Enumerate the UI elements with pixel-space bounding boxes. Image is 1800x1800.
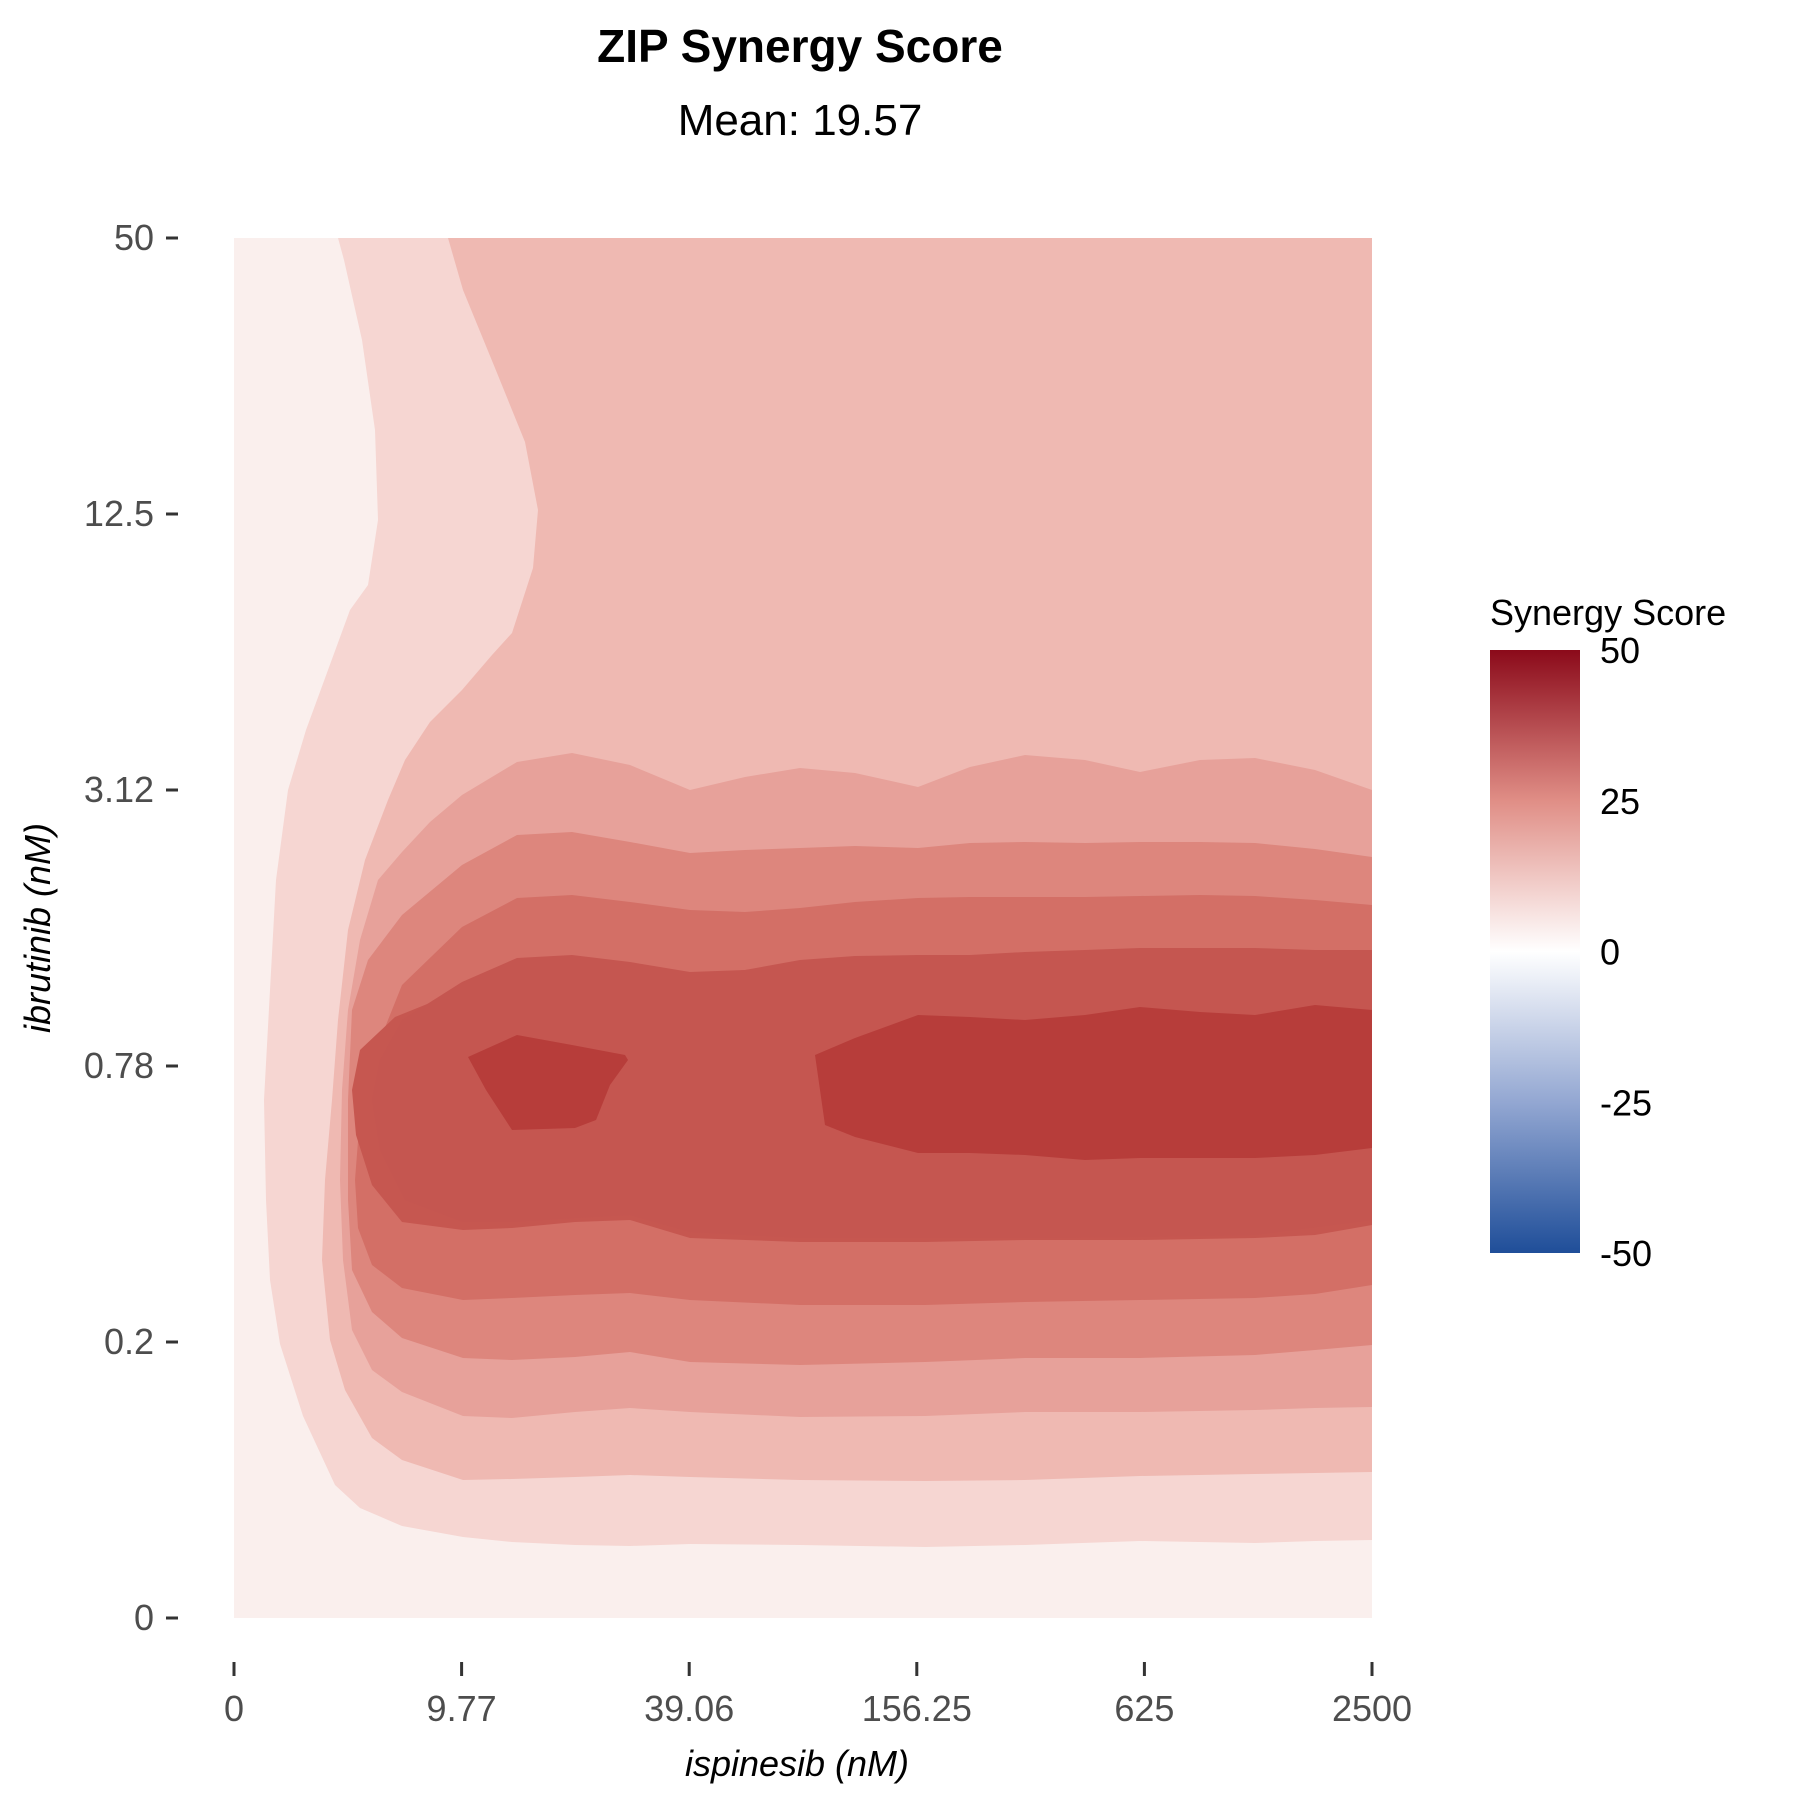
legend: Synergy Score 50 25 0 -25 -50: [1490, 592, 1726, 1274]
y-tick-label: 0: [134, 1597, 154, 1638]
y-axis-title: ibrutinib (nM): [17, 823, 58, 1033]
contour-plot-area: [234, 238, 1372, 1618]
legend-label: -50: [1600, 1233, 1652, 1274]
x-tick-label: 625: [1114, 1688, 1174, 1729]
y-tick-label: 0.78: [84, 1045, 154, 1086]
y-tick-label: 12.5: [84, 493, 154, 534]
legend-label: 50: [1600, 630, 1640, 671]
contour-band-40-45-left: [468, 1035, 628, 1130]
legend-color-bar: [1490, 650, 1580, 1253]
legend-label: 0: [1600, 932, 1620, 973]
chart-title: ZIP Synergy Score: [597, 20, 1003, 72]
y-axis: 0 0.2 0.78 3.12 12.5 50: [84, 217, 178, 1638]
y-tick-label: 3.12: [84, 769, 154, 810]
legend-title: Synergy Score: [1490, 592, 1726, 633]
x-axis: 0 9.77 39.06 156.25 625 2500: [224, 1662, 1412, 1729]
x-tick-label: 2500: [1332, 1688, 1412, 1729]
x-tick-label: 156.25: [862, 1688, 972, 1729]
y-tick-label: 0.2: [104, 1321, 154, 1362]
contour-band-40-45-right: [815, 1005, 1372, 1160]
x-tick-label: 39.06: [644, 1688, 734, 1729]
y-tick-label: 50: [114, 217, 154, 258]
chart-subtitle: Mean: 19.57: [678, 96, 923, 145]
legend-labels: 50 25 0 -25 -50: [1600, 630, 1652, 1274]
x-axis-title: ispinesib (nM): [685, 1743, 909, 1784]
legend-label: -25: [1600, 1082, 1652, 1123]
legend-label: 25: [1600, 781, 1640, 822]
x-tick-label: 0: [224, 1688, 244, 1729]
x-tick-label: 9.77: [427, 1688, 497, 1729]
